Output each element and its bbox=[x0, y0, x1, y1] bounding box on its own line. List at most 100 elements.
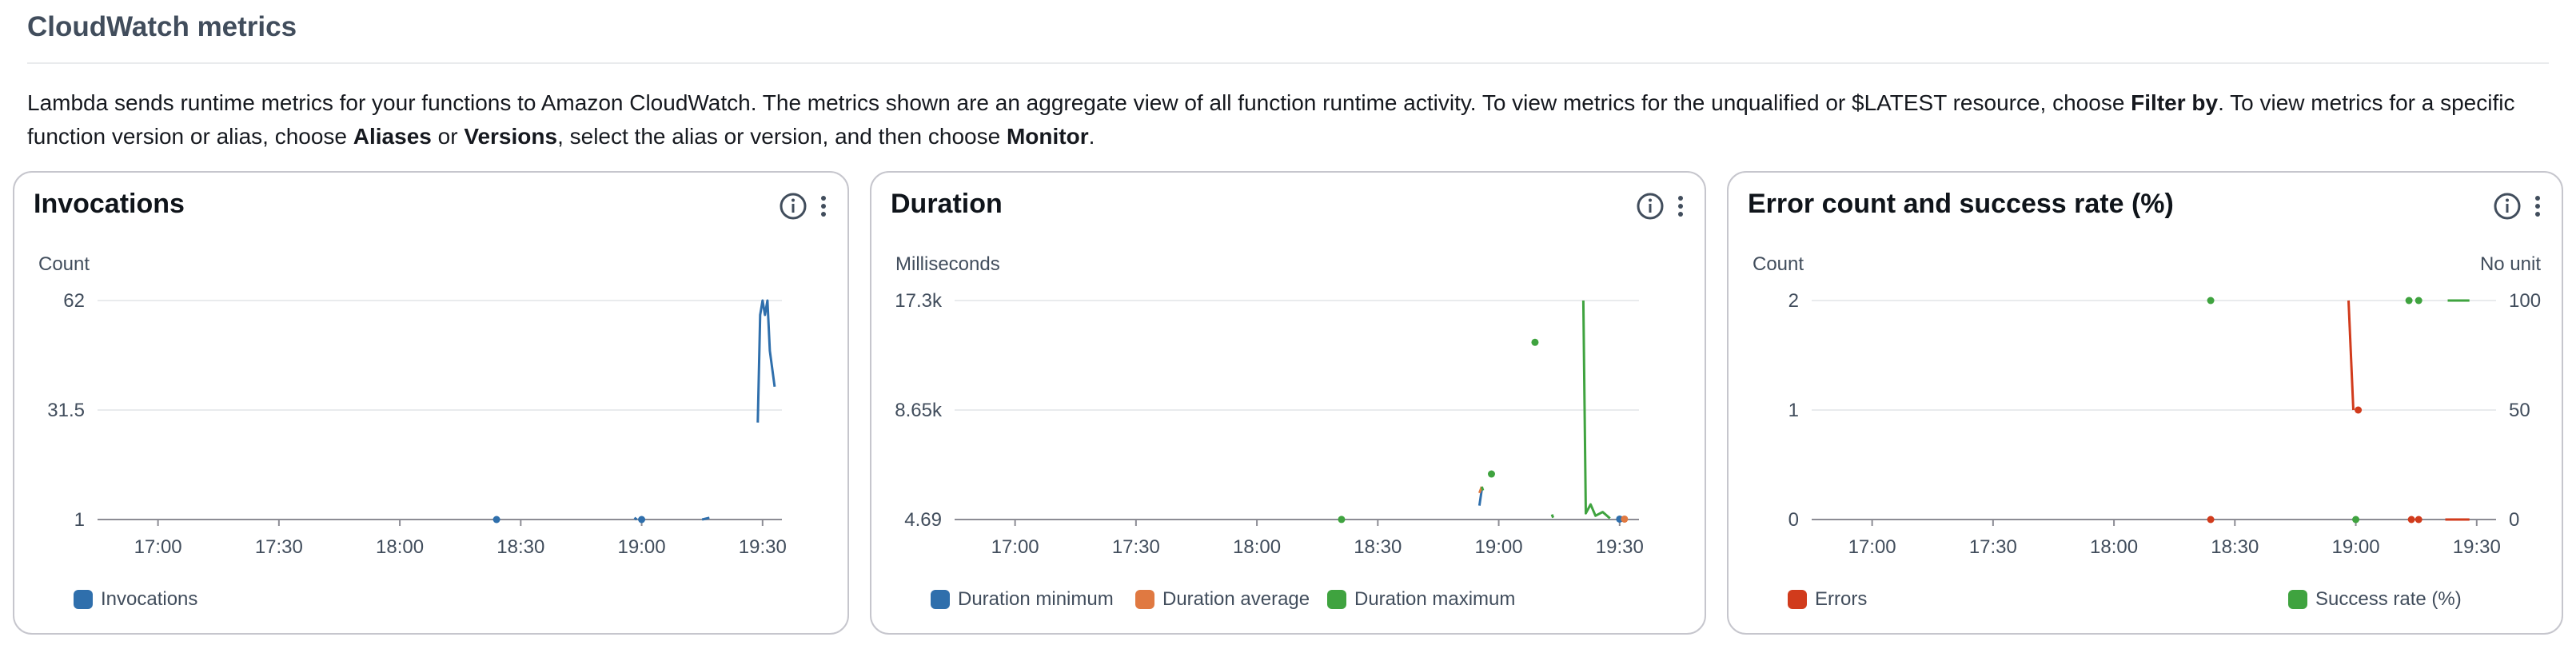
section-description: Lambda sends runtime metrics for your fu… bbox=[27, 86, 2546, 153]
legend-swatch bbox=[74, 590, 93, 609]
y-tick-label: 62 bbox=[63, 290, 85, 312]
chart-legend: Duration minimum Duration average Duration… bbox=[871, 588, 1705, 617]
x-tick-label: 17:30 bbox=[1112, 536, 1160, 558]
y-tick-label: 31.5 bbox=[47, 400, 85, 421]
legend-swatch bbox=[1788, 590, 1807, 609]
panel-title: Error count and success rate (%) bbox=[1748, 189, 2174, 219]
y2-axis-unit: No unit bbox=[2480, 253, 2541, 275]
panel-title: Duration bbox=[891, 189, 1003, 219]
x-tick-label: 17:30 bbox=[255, 536, 303, 558]
series-line bbox=[701, 516, 710, 521]
legend-item[interactable]: Duration minimum bbox=[931, 588, 1114, 611]
data-point bbox=[2207, 516, 2215, 524]
data-point bbox=[2415, 297, 2422, 305]
data-point bbox=[1338, 516, 1346, 524]
data-point bbox=[492, 516, 500, 524]
y-tick-label: 17.3k bbox=[895, 290, 943, 312]
y2-tick-label: 50 bbox=[2509, 400, 2530, 421]
y2-tick-label: 100 bbox=[2509, 290, 2541, 312]
legend-label: Invocations bbox=[101, 588, 198, 610]
description-text: . bbox=[1088, 124, 1095, 149]
series-line bbox=[1550, 514, 1555, 519]
y-axis-unit: Count bbox=[38, 253, 90, 275]
vertical-ellipsis-icon[interactable] bbox=[814, 190, 833, 222]
data-point bbox=[1621, 515, 1629, 523]
legend-item[interactable]: Invocations bbox=[74, 588, 197, 611]
legend-item[interactable]: Duration average bbox=[1135, 588, 1310, 611]
invocations-chart: Count 62 31.5 1 17:00 17:30 18:00 18:30 19:00 19:… bbox=[38, 253, 787, 558]
y2-tick-label: 0 bbox=[2509, 509, 2519, 531]
y-tick-label: 1 bbox=[1788, 400, 1799, 421]
series-line bbox=[1480, 486, 1485, 492]
y-axis-unit: Count bbox=[1753, 253, 1804, 275]
panel-title: Invocations bbox=[34, 189, 185, 219]
series-line bbox=[1477, 488, 1483, 506]
x-tick-label: 17:00 bbox=[991, 536, 1039, 558]
legend-label: Duration maximum bbox=[1354, 588, 1516, 610]
data-point bbox=[2355, 406, 2363, 414]
legend-swatch bbox=[2288, 590, 2307, 609]
x-tick-label: 19:00 bbox=[618, 536, 666, 558]
data-point bbox=[2207, 297, 2215, 305]
description-text: or bbox=[431, 124, 465, 149]
legend-item[interactable]: Success rate (%) bbox=[2288, 588, 2462, 611]
description-text: , select the alias or version, and then … bbox=[557, 124, 1007, 149]
description-text: . To view metrics for a specific functio… bbox=[27, 90, 2515, 149]
y-tick-label: 2 bbox=[1788, 290, 1799, 312]
legend-label: Success rate (%) bbox=[2315, 588, 2462, 610]
x-tick-label: 19:30 bbox=[2453, 536, 2501, 558]
description-emphasis: Monitor bbox=[1006, 124, 1089, 149]
data-point bbox=[2415, 516, 2422, 524]
x-tick-label: 18:30 bbox=[1354, 536, 1402, 558]
legend-label: Errors bbox=[1815, 588, 1868, 610]
data-point bbox=[1531, 338, 1539, 346]
x-tick-label: 19:00 bbox=[1475, 536, 1523, 558]
legend-item[interactable]: Errors bbox=[1788, 588, 1867, 611]
title-divider bbox=[27, 62, 2549, 64]
info-icon[interactable] bbox=[1634, 190, 1666, 222]
chart-legend: Errors Success rate (%) bbox=[1729, 588, 2562, 617]
data-point bbox=[638, 516, 646, 524]
legend-swatch bbox=[931, 590, 950, 609]
data-point bbox=[1487, 470, 1495, 478]
invocations-panel: Invocations Count 62 31.5 1 17:00 17:30 18:00 1… bbox=[13, 171, 849, 635]
vertical-ellipsis-icon[interactable] bbox=[1671, 190, 1690, 222]
series-line bbox=[2347, 300, 2355, 411]
data-point bbox=[2405, 297, 2413, 305]
legend-swatch bbox=[1327, 590, 1346, 609]
legend-swatch bbox=[1135, 590, 1154, 609]
x-tick-label: 18:00 bbox=[376, 536, 424, 558]
legend-label: Duration minimum bbox=[958, 588, 1114, 610]
description-emphasis: Aliases bbox=[353, 124, 432, 149]
error-success-panel: Error count and success rate (%) Count No… bbox=[1727, 171, 2563, 635]
x-tick-label: 19:00 bbox=[2332, 536, 2380, 558]
duration-panel: Duration Milliseconds 17.3k 8.65k 4.69 17:00… bbox=[870, 171, 1706, 635]
x-tick-label: 17:00 bbox=[1848, 536, 1896, 558]
x-tick-label: 18:30 bbox=[2211, 536, 2259, 558]
description-text: Lambda sends runtime metrics for your fu… bbox=[27, 90, 2131, 115]
series-line bbox=[1581, 300, 1611, 520]
x-tick-label: 19:30 bbox=[1596, 536, 1644, 558]
series-line bbox=[756, 299, 776, 423]
vertical-ellipsis-icon[interactable] bbox=[2528, 190, 2547, 222]
data-point bbox=[2407, 516, 2415, 524]
x-tick-label: 17:30 bbox=[1969, 536, 2017, 558]
x-tick-label: 18:00 bbox=[1233, 536, 1281, 558]
y-tick-label: 4.69 bbox=[904, 509, 942, 531]
error-success-chart: Count No unit 2 1 0 100 50 0 17:00 17:30 18:00 18:3… bbox=[1753, 253, 2541, 558]
y-axis-unit: Milliseconds bbox=[895, 253, 1000, 275]
y-tick-label: 1 bbox=[74, 509, 85, 531]
section-title: CloudWatch metrics bbox=[27, 11, 297, 42]
info-icon[interactable] bbox=[777, 190, 809, 222]
description-emphasis: Versions bbox=[464, 124, 558, 149]
x-tick-label: 18:30 bbox=[496, 536, 544, 558]
x-tick-label: 18:00 bbox=[2090, 536, 2138, 558]
x-tick-label: 17:00 bbox=[134, 536, 182, 558]
data-point bbox=[2352, 516, 2360, 524]
chart-legend: Invocations bbox=[14, 588, 847, 617]
x-tick-label: 19:30 bbox=[739, 536, 787, 558]
description-emphasis: Filter by bbox=[2131, 90, 2219, 115]
legend-item[interactable]: Duration maximum bbox=[1327, 588, 1515, 611]
y-tick-label: 8.65k bbox=[895, 400, 943, 421]
info-icon[interactable] bbox=[2491, 190, 2523, 222]
